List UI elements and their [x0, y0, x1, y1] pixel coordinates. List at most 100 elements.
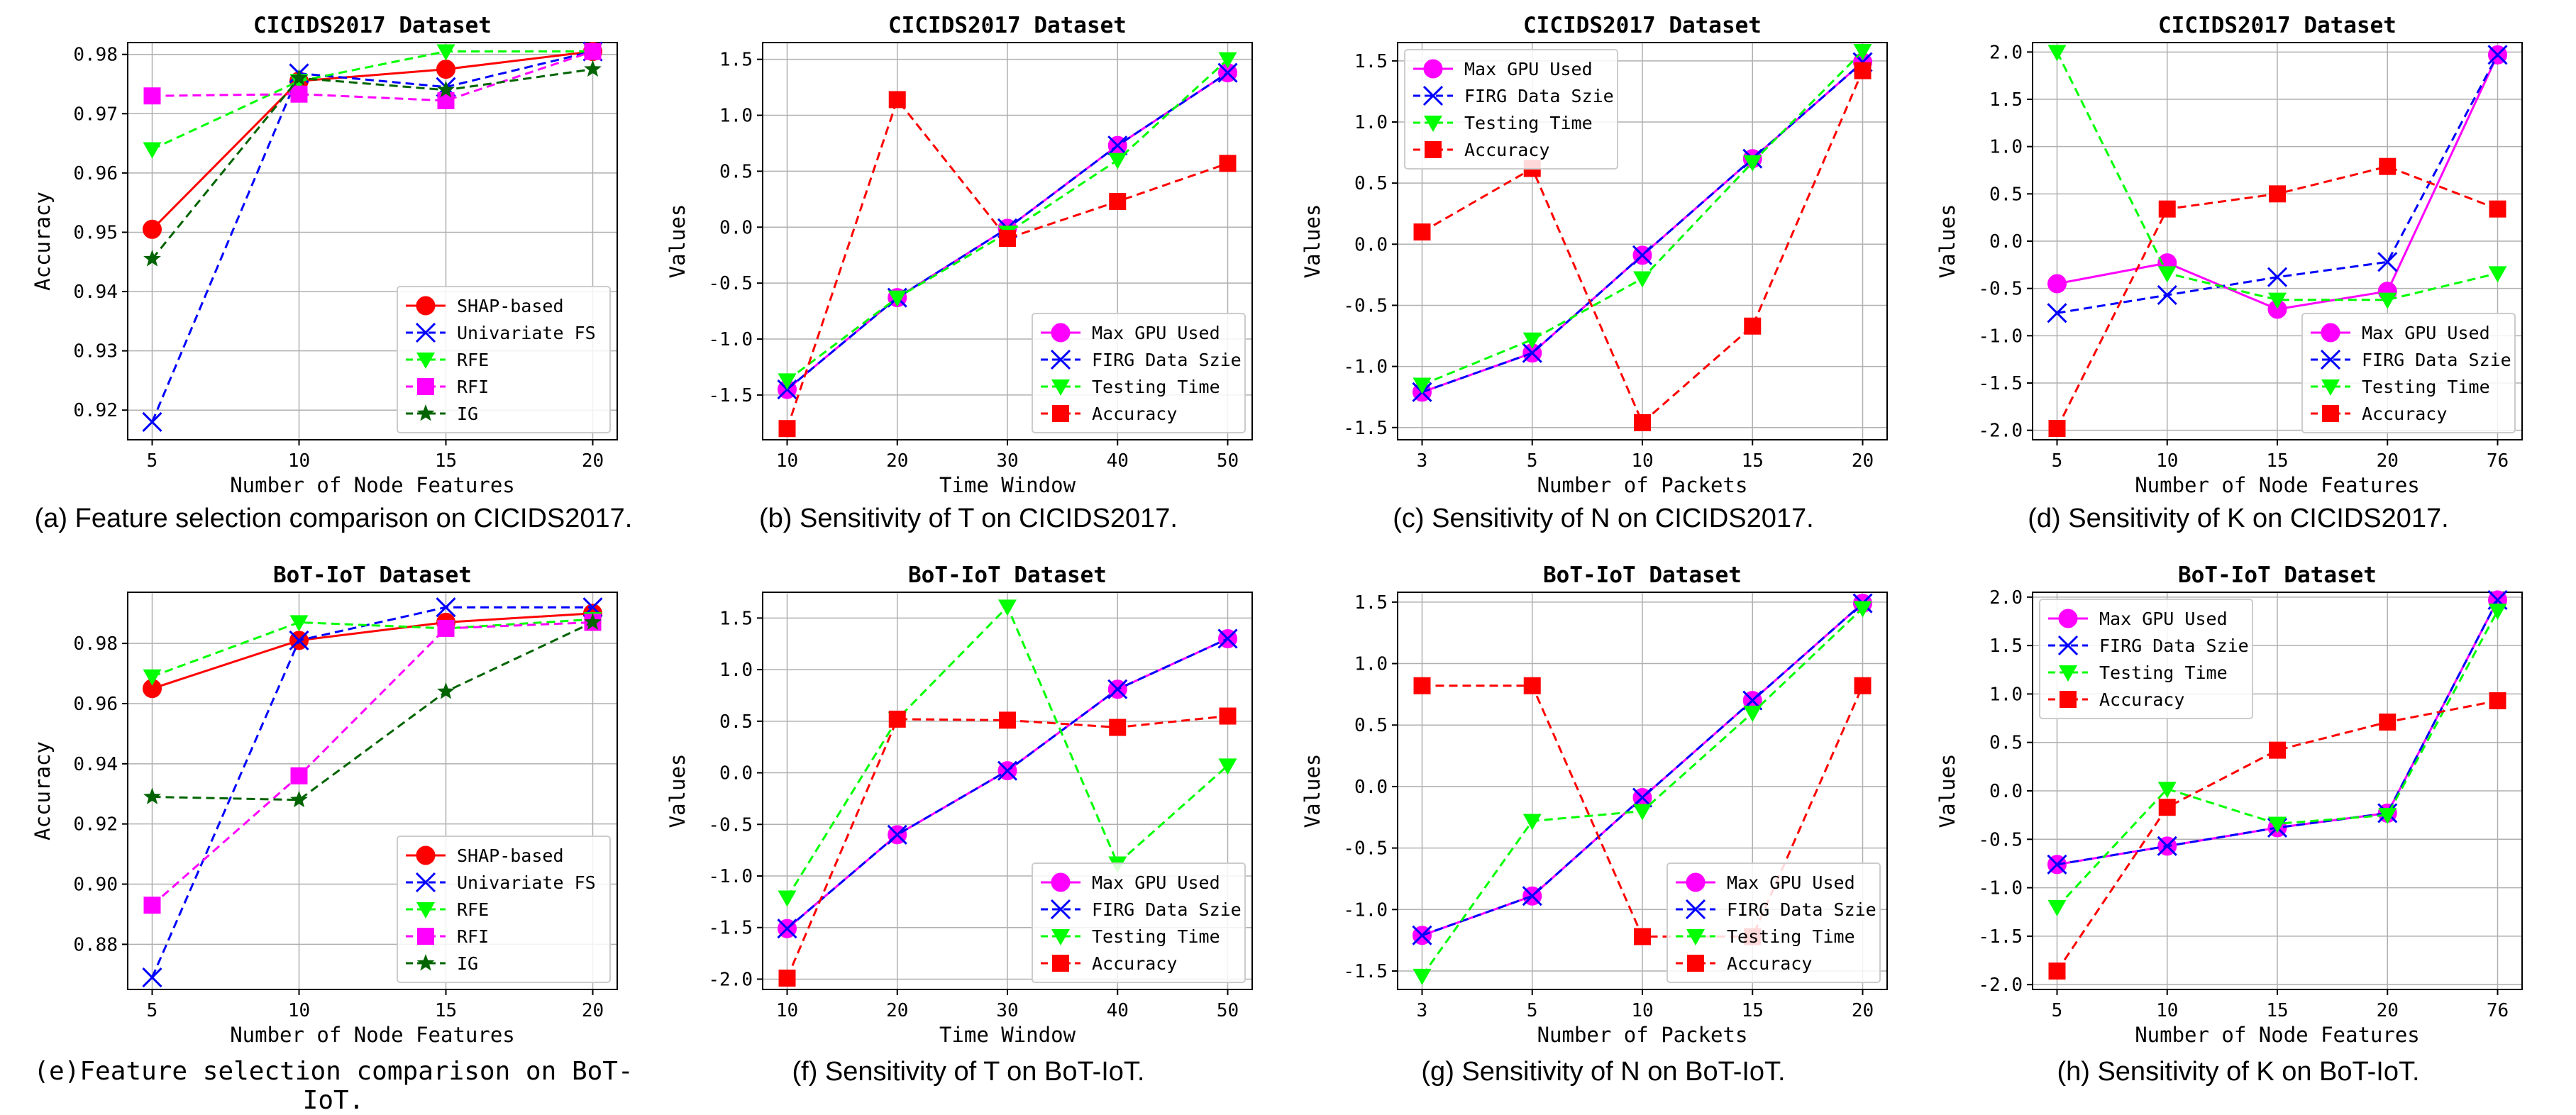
data-point-marker: [1217, 62, 1238, 83]
data-point-marker: [778, 373, 797, 390]
data-point-marker: [1633, 271, 1652, 288]
legend-marker: [1051, 323, 1071, 343]
legend-marker: [417, 378, 434, 395]
y-tick-label: 0.96: [73, 163, 118, 184]
y-axis-label: Values: [1300, 754, 1325, 828]
series-firg-data-szie: [777, 628, 1238, 939]
legend-label: FIRG Data Szie: [1464, 86, 1614, 106]
x-tick-label: 15: [1742, 450, 1764, 472]
y-tick-label: -0.5: [1343, 838, 1388, 860]
series-testing-time: [2047, 45, 2507, 309]
series-line: [151, 621, 593, 906]
data-point-marker: [2378, 808, 2397, 825]
y-tick-label: 0.98: [73, 633, 118, 655]
series-line: [151, 618, 593, 678]
data-point-marker: [1853, 601, 1872, 618]
legend-label: Accuracy: [1464, 140, 1549, 160]
data-point-marker: [2047, 45, 2067, 62]
data-point-marker: [2157, 266, 2177, 283]
x-tick-label: 10: [288, 1000, 310, 1021]
data-point-marker: [2378, 292, 2397, 309]
y-tick-label: 0.93: [73, 341, 118, 362]
legend-marker: [1424, 116, 1442, 132]
data-point-marker: [778, 970, 796, 987]
data-point-marker: [997, 760, 1018, 781]
x-tick-label: 20: [886, 1000, 908, 1021]
legend-label: Max GPU Used: [1092, 323, 1220, 343]
data-point-marker: [999, 711, 1016, 729]
data-point-marker: [289, 630, 309, 650]
data-point-marker: [2047, 274, 2067, 294]
series-firg-data-szie: [1412, 593, 1873, 945]
chart-panel-g: -1.5 -1.0 -0.5 0.0 0.5 1.0 1.5 3 5 10 15 20 BoT-IoT …: [1300, 562, 1888, 1047]
data-point-marker: [437, 91, 455, 109]
y-tick-label: 0.95: [73, 222, 118, 243]
x-tick-label: 3: [1417, 450, 1428, 472]
data-point-marker: [1109, 193, 1127, 210]
data-point-marker: [1632, 245, 1653, 265]
x-tick-label: 15: [2266, 450, 2288, 472]
legend-label: Max GPU Used: [1092, 872, 1220, 893]
series-line: [1421, 602, 1864, 937]
x-tick-label: 5: [1527, 450, 1538, 472]
legend-marker: [417, 928, 434, 945]
data-point-marker: [998, 599, 1017, 616]
data-point-marker: [1218, 758, 1237, 775]
chart-title: BoT-IoT Dataset: [908, 562, 1107, 588]
x-tick-label: 20: [582, 450, 604, 472]
x-tick-label: 5: [147, 1000, 158, 1021]
legend-box: [1404, 49, 1618, 170]
data-point-marker: [1522, 343, 1542, 363]
data-point-marker: [143, 669, 162, 686]
data-point-marker: [1219, 155, 1237, 172]
legend: SHAP-based Univariate FS RFE RFI IG: [397, 286, 611, 433]
legend-marker: [1425, 141, 1442, 158]
x-tick-label: 10: [1631, 1000, 1653, 1021]
data-point-marker: [1218, 52, 1237, 69]
data-point-marker: [1632, 787, 1653, 808]
chart-panel-b: -1.5 -1.0 -0.5 0.0 0.5 1.0 1.5 10 20 30 40 50 CICIDS…: [665, 13, 1253, 497]
legend-marker: [1687, 955, 1704, 972]
legend: Max GPU Used FIRG Data Szie Testing Time Ac…: [1032, 862, 1246, 983]
data-point-marker: [999, 230, 1016, 248]
x-tick-label: 30: [996, 1000, 1018, 1021]
y-tick-label: -1.5: [708, 385, 753, 406]
y-tick-label: -0.5: [1978, 829, 2023, 850]
legend-marker: [1050, 899, 1071, 920]
legend-label: Univariate FS: [457, 872, 596, 893]
data-point-marker: [2157, 782, 2177, 799]
x-axis-label: Number of Node Features: [230, 473, 515, 497]
y-axis-label: Accuracy: [31, 192, 55, 291]
data-point-marker: [2047, 899, 2067, 916]
data-point-marker: [437, 619, 455, 637]
legend-marker: [1051, 379, 1070, 396]
legend-label: RFE: [457, 899, 489, 920]
data-point-marker: [2048, 420, 2066, 437]
data-point-marker: [778, 420, 796, 438]
series-univariate-fs: [142, 597, 603, 988]
legend-label: FIRG Data Szie: [1092, 899, 1242, 920]
legend-box: [1032, 313, 1246, 433]
legend-marker: [2059, 665, 2077, 682]
legend-marker: [416, 296, 436, 316]
series-rfi: [143, 43, 602, 109]
x-tick-label: 15: [2266, 1000, 2288, 1021]
y-tick-label: -1.5: [1343, 418, 1388, 439]
data-point-marker: [2157, 284, 2177, 306]
legend-box: [2301, 313, 2516, 433]
y-axis-label: Values: [1300, 204, 1325, 279]
legend-marker: [2058, 609, 2078, 628]
legend-label: Univariate FS: [457, 323, 596, 343]
x-tick-label: 20: [1852, 450, 1874, 472]
y-tick-label: -1.5: [1978, 373, 2023, 394]
legend-label: Testing Time: [1727, 926, 1855, 947]
legend-label: RFE: [457, 350, 489, 370]
y-tick-label: -1.5: [1343, 961, 1388, 982]
y-tick-label: 0.5: [1989, 733, 2023, 754]
x-axis-label: Number of Node Features: [2135, 473, 2420, 497]
data-point-marker: [143, 87, 161, 105]
x-tick-label: 50: [1217, 450, 1239, 472]
data-point-marker: [2489, 692, 2506, 709]
legend-label: Testing Time: [1092, 926, 1220, 947]
